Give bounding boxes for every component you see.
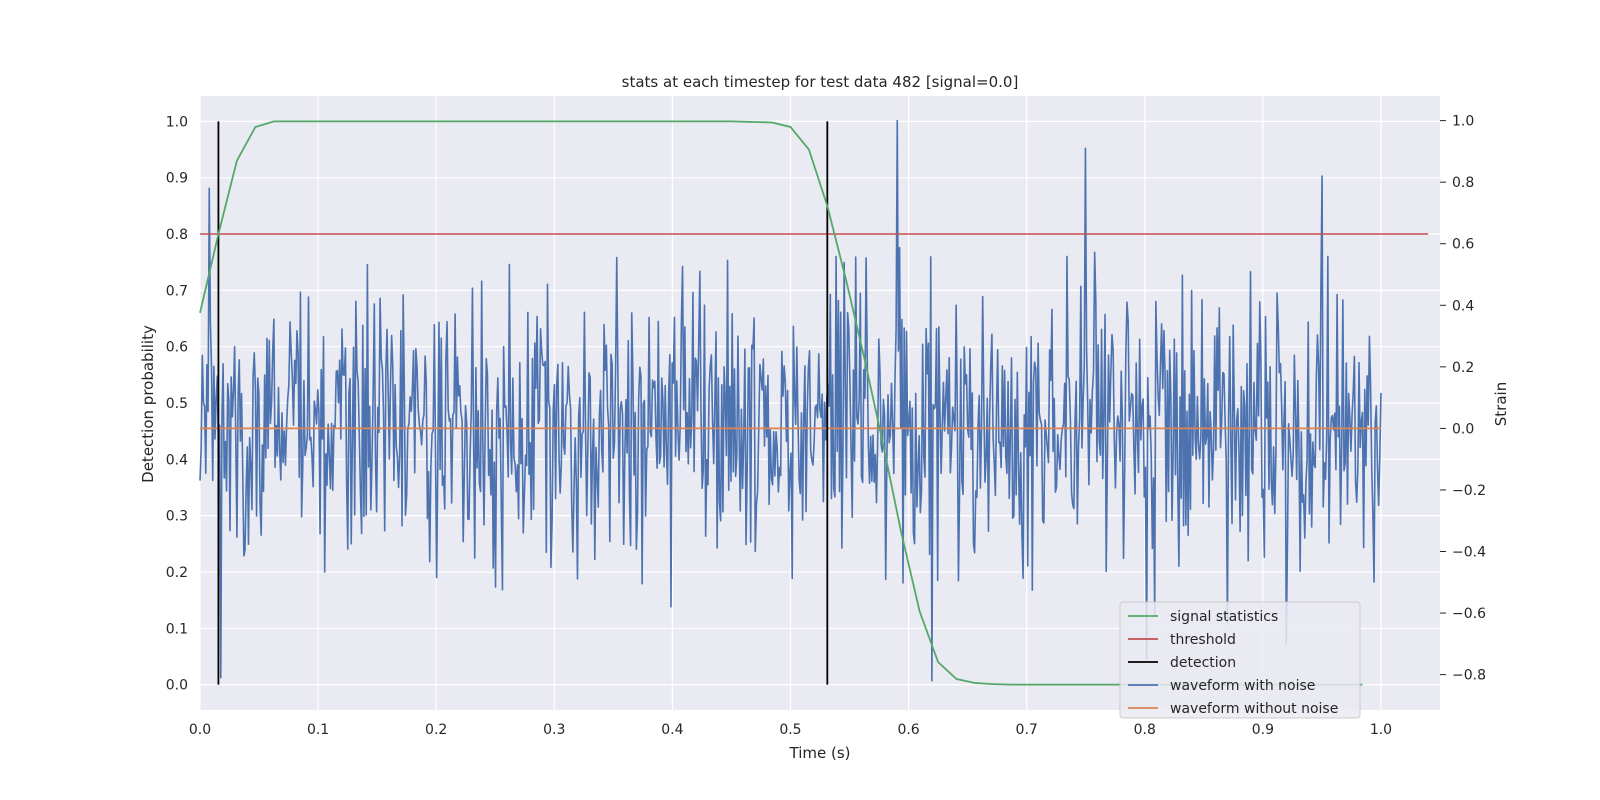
y2-tick-label: −0.4: [1452, 544, 1486, 560]
x-tick-label: 0.9: [1252, 722, 1274, 738]
y-tick-label: 0.8: [166, 227, 188, 243]
legend-label-waveform-without-noise: waveform without noise: [1170, 701, 1338, 717]
y2-axis-ticks: −0.8 −0.6 −0.4 −0.2 0.0 0.2 0.4 0.6 0.8 1.0: [1440, 114, 1486, 684]
y-tick-label: 0.6: [166, 340, 188, 356]
y-axis-ticks: 0.0 0.1 0.2 0.3 0.4 0.5 0.6 0.7 0.8 0.9 1.0: [166, 114, 188, 693]
y2-tick-label: 0.6: [1452, 237, 1474, 253]
legend-label-signal-statistics: signal statistics: [1170, 609, 1278, 625]
y-tick-label: 1.0: [166, 114, 188, 130]
y-tick-label: 0.5: [166, 396, 188, 412]
x-tick-label: 0.0: [189, 722, 211, 738]
y-tick-label: 0.3: [166, 509, 188, 525]
legend-label-detection: detection: [1170, 655, 1236, 671]
x-tick-label: 0.3: [543, 722, 565, 738]
y2-tick-label: 0.8: [1452, 175, 1474, 191]
x-axis-label: Time (s): [789, 744, 851, 762]
chart-title: stats at each timestep for test data 482…: [622, 73, 1019, 91]
legend-box: [1119, 601, 1361, 719]
y-axis-label: Detection probability: [139, 325, 157, 483]
y-tick-label: 0.2: [166, 565, 188, 581]
y-tick-label: 0.9: [166, 171, 188, 187]
x-tick-label: 0.2: [425, 722, 447, 738]
legend-label-threshold: threshold: [1170, 632, 1236, 648]
series-layer: [199, 119, 1429, 686]
y2-tick-label: 1.0: [1452, 114, 1474, 130]
y2-tick-label: 0.0: [1452, 421, 1474, 437]
y-tick-label: 0.1: [166, 621, 188, 637]
y-tick-label: 0.7: [166, 283, 188, 299]
x-tick-label: 1.0: [1370, 722, 1392, 738]
y2-tick-label: 0.2: [1452, 360, 1474, 376]
legend: signal statistics threshold detection wa…: [1119, 601, 1361, 719]
x-tick-label: 0.6: [897, 722, 919, 738]
x-tick-label: 0.4: [661, 722, 683, 738]
x-axis-ticks: 0.0 0.1 0.2 0.3 0.4 0.5 0.6 0.7 0.8 0.9 1.0: [189, 722, 1392, 738]
series-waveform-with-noise: [199, 119, 1382, 682]
y2-tick-label: −0.8: [1452, 668, 1486, 684]
y2-tick-label: 0.4: [1452, 298, 1474, 314]
y2-tick-label: −0.6: [1452, 606, 1486, 622]
legend-label-waveform-with-noise: waveform with noise: [1170, 678, 1315, 694]
x-tick-label: 0.7: [1016, 722, 1038, 738]
x-tick-label: 0.1: [307, 722, 329, 738]
x-tick-label: 0.5: [779, 722, 801, 738]
y-tick-label: 0.0: [166, 678, 188, 694]
y-tick-label: 0.4: [166, 452, 188, 468]
y2-axis-label: Strain: [1492, 382, 1510, 426]
x-tick-label: 0.8: [1134, 722, 1156, 738]
y2-tick-label: −0.2: [1452, 483, 1486, 499]
series-signal-statistics: [199, 120, 1363, 686]
